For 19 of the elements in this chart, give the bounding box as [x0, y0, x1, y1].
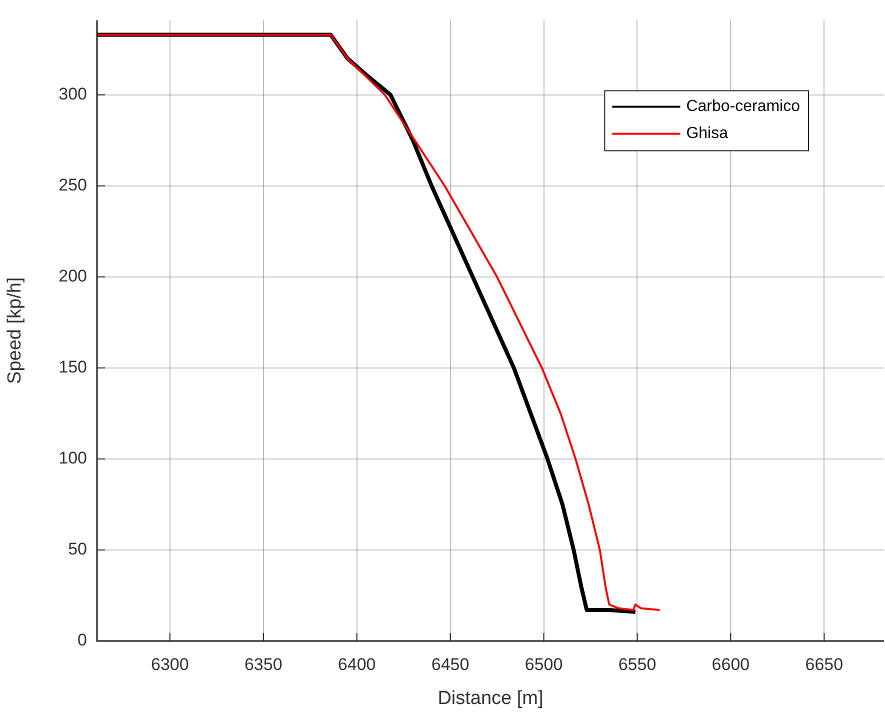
x-tick-label: 6450	[431, 654, 470, 674]
x-tick-label: 6400	[338, 654, 376, 674]
y-tick-label: 300	[58, 84, 87, 104]
y-tick-label: 50	[68, 540, 87, 559]
x-tick-label: 6550	[618, 654, 656, 674]
x-tick-label: 6500	[524, 654, 563, 674]
y-tick-label: 200	[58, 266, 87, 286]
x-tick-label: 6300	[150, 654, 189, 674]
y-tick-label: 150	[58, 358, 87, 377]
y-axis-title: Speed [kp/h]	[4, 277, 26, 384]
x-tick-label: 6600	[712, 654, 750, 674]
y-tick-label: 250	[58, 176, 87, 195]
x-tick-label: 6650	[805, 654, 844, 674]
x-tick-label: 6350	[244, 654, 282, 674]
legend-label: Carbo-ceramico	[686, 98, 800, 116]
legend-label: Ghisa	[686, 125, 728, 142]
y-tick-label: 0	[78, 630, 87, 650]
x-axis-title: Distance [m]	[438, 688, 544, 709]
y-tick-label: 100	[58, 448, 87, 468]
